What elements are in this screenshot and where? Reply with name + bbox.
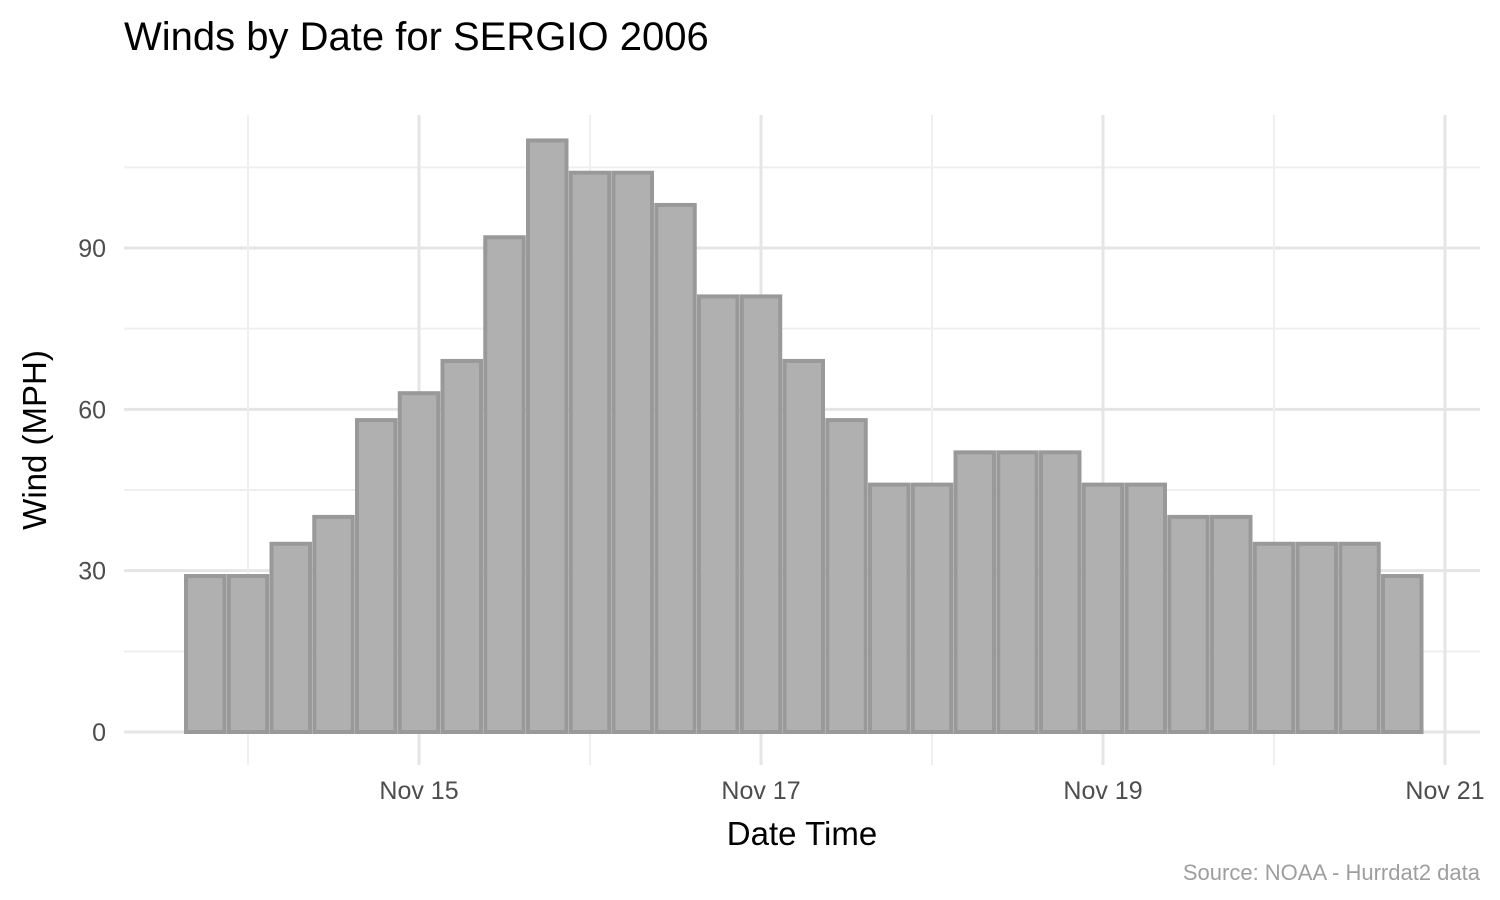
y-tick-label: 60: [78, 396, 106, 424]
wind-bar: [184, 574, 227, 734]
y-axis-title: Wind (MPH): [16, 350, 53, 530]
wind-bar: [654, 202, 697, 734]
wind-bar: [568, 170, 612, 734]
wind-bar: [953, 450, 996, 734]
wind-bar: [697, 294, 740, 734]
wind-bar: [440, 358, 483, 734]
x-tick-label: Nov 15: [379, 777, 458, 805]
wind-bar: [1167, 514, 1210, 735]
wind-bar: [312, 514, 355, 735]
x-tick-label: Nov 21: [1405, 777, 1484, 805]
wind-bar: [868, 482, 911, 734]
wind-bar: [739, 294, 783, 734]
x-tick-label: Nov 19: [1063, 777, 1142, 805]
wind-bar: [397, 391, 441, 734]
wind-bar: [1124, 482, 1167, 734]
wind-bar: [825, 418, 868, 734]
y-tick-label: 30: [78, 558, 106, 586]
wind-bar: [1081, 482, 1125, 734]
wind-bar: [1295, 541, 1338, 734]
wind-bar: [1252, 541, 1296, 734]
x-tick-label: Nov 17: [721, 777, 800, 805]
x-tick-labels: Nov 15 Nov 17 Nov 19 Nov 21: [379, 777, 1484, 805]
x-axis-title: Date Time: [727, 815, 877, 852]
wind-bar: [611, 170, 654, 734]
wind-bar: [910, 482, 954, 734]
y-tick-label: 90: [78, 235, 106, 263]
wind-bar: [1381, 574, 1424, 734]
wind-bar: [1039, 450, 1082, 734]
wind-bar: [1210, 514, 1253, 735]
wind-bar: [1338, 541, 1381, 734]
wind-bar: [226, 574, 270, 734]
wind-bar: [526, 138, 569, 734]
y-tick-labels: 0 30 60 90: [78, 235, 106, 747]
wind-bar: [996, 450, 1039, 734]
wind-bar: [355, 418, 398, 734]
wind-bar: [269, 541, 312, 734]
y-tick-label: 0: [92, 719, 106, 747]
wind-bar: [483, 235, 526, 734]
wind-bar: [782, 358, 825, 734]
bars: [184, 138, 1424, 735]
chart-title: Winds by Date for SERGIO 2006: [124, 15, 709, 59]
chart-caption: Source: NOAA - Hurrdat2 data: [1183, 860, 1481, 885]
